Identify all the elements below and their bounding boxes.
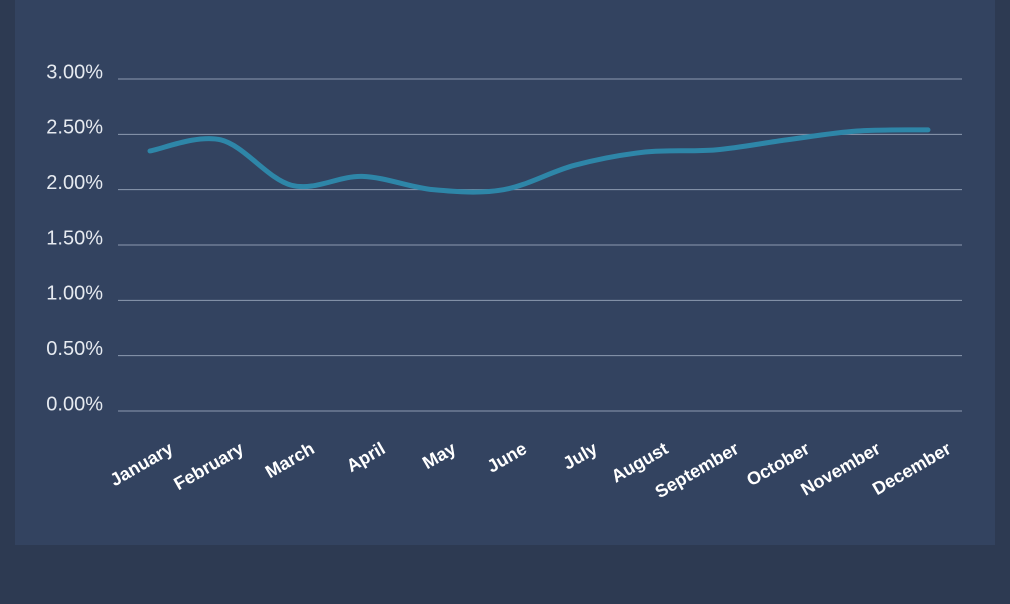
y-tick-label: 1.50% [46,227,103,249]
y-tick-label: 1.00% [46,283,103,305]
y-tick-label: 2.50% [46,117,103,139]
y-tick-label: 0.50% [46,338,103,360]
y-tick-label: 0.00% [46,393,103,415]
y-tick-label: 3.00% [46,61,103,83]
y-tick-label: 2.00% [46,172,103,194]
chart-panel [15,0,995,545]
data-line [147,127,931,195]
